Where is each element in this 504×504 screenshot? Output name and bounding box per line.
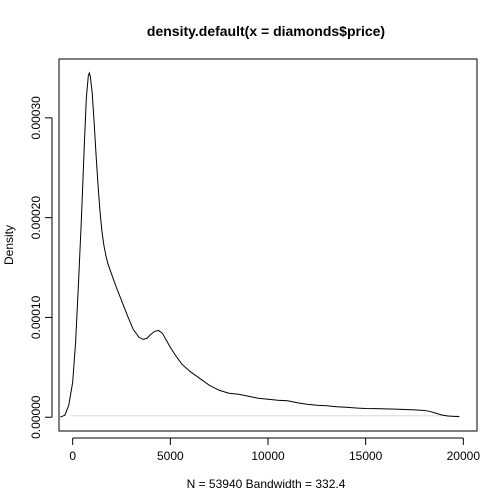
y-tick-label: 0.00030 — [29, 96, 43, 140]
x-axis-label: N = 53940 Bandwidth = 332.4 — [187, 477, 346, 491]
y-axis-label: Density — [2, 225, 16, 265]
y-axis: 0.00000 0.00010 0.00020 0.00030 — [29, 96, 53, 439]
x-axis: 0 5000 10000 15000 20000 — [69, 437, 481, 463]
x-tick-label: 5000 — [157, 449, 184, 463]
x-tick-label: 20000 — [447, 449, 481, 463]
chart-title: density.default(x = diamonds$price) — [147, 23, 385, 39]
plot-box — [58, 58, 478, 432]
x-tick-label: 0 — [69, 449, 76, 463]
density-line — [60, 71, 460, 418]
y-tick-label: 0.00010 — [29, 295, 43, 339]
y-tick-label: 0.00000 — [29, 395, 43, 439]
y-tick-label: 0.00020 — [29, 196, 43, 240]
x-tick-label: 15000 — [349, 449, 383, 463]
x-tick-label: 10000 — [251, 449, 285, 463]
